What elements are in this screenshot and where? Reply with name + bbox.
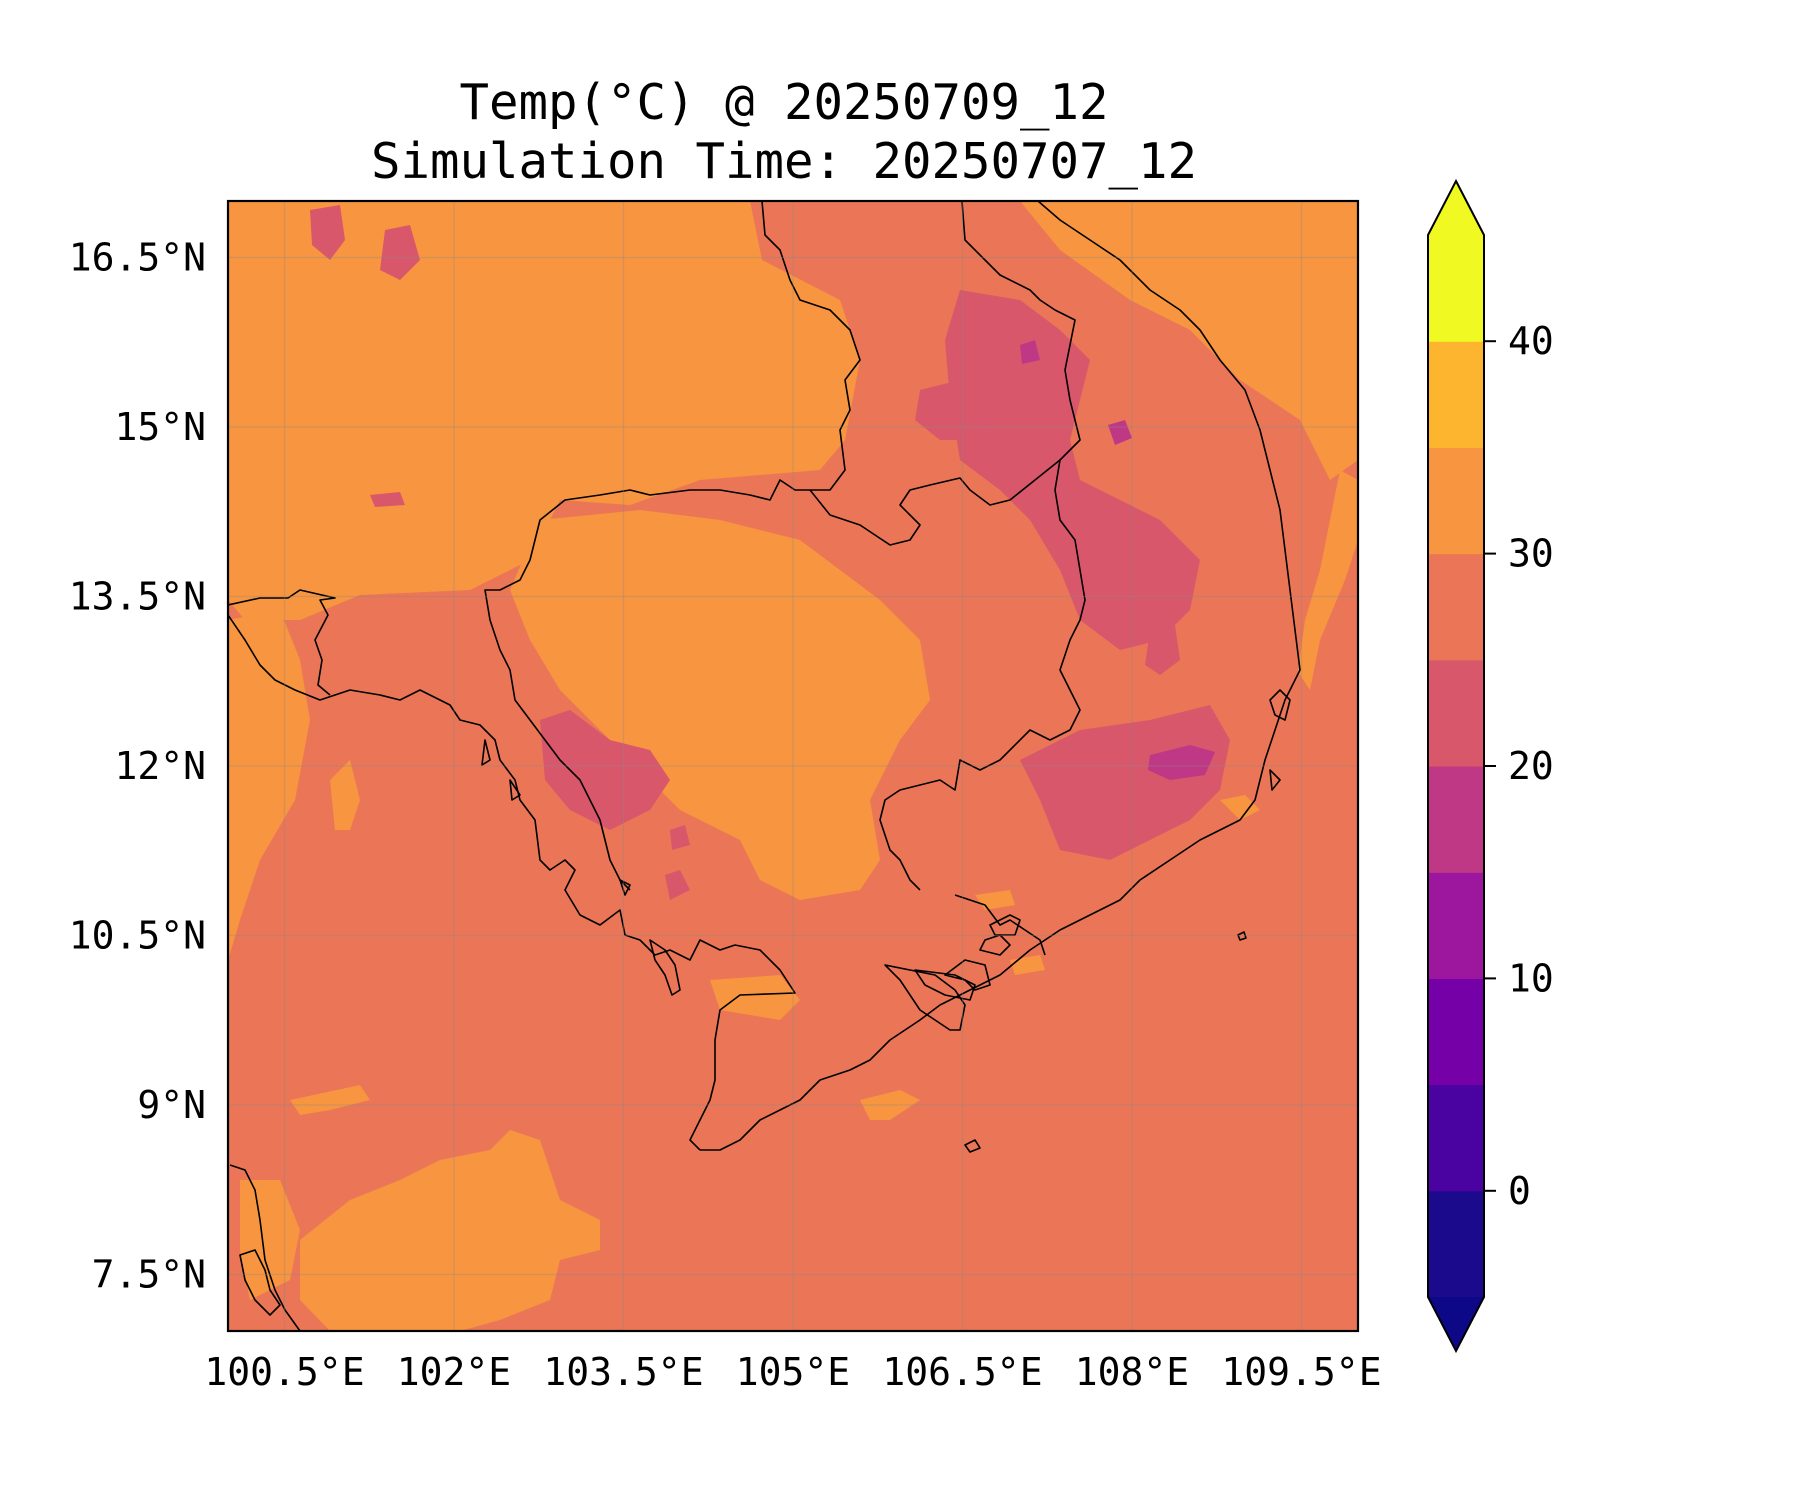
colorbar-segment (1428, 553, 1484, 661)
longitude-tick-labels: 100.5°E 102°E 103.5°E 105°E 106.5°E 108°E 109.… (204, 1350, 1381, 1394)
colorbar-segment (1428, 872, 1484, 979)
colorbar-tick-label: 20 (1508, 744, 1554, 788)
lon-tick-label: 108°E (1075, 1350, 1189, 1394)
colorbar-outline (1427, 178, 1485, 1354)
lat-tick-label: 9°N (137, 1083, 206, 1127)
colorbar-tick-label: 40 (1508, 319, 1554, 363)
contour-30-35 (228, 201, 1358, 1331)
lat-tick-label: 13.5°N (69, 575, 206, 619)
lat-tick-label: 16.5°N (69, 236, 206, 280)
colorbar-segment (1428, 235, 1484, 342)
temperature-field (228, 201, 1358, 1331)
lon-tick-label: 103.5°E (543, 1350, 703, 1394)
lon-tick-label: 106.5°E (882, 1350, 1042, 1394)
latitude-tick-labels: 16.5°N 15°N 13.5°N 12°N 10.5°N 9°N 7.5°N (69, 236, 206, 1297)
map-title-line-1: Temp(°C) @ 20250709_12 (459, 74, 1109, 131)
colorbar-segment (1428, 1084, 1484, 1192)
map-gridlines (228, 201, 1358, 1331)
lat-tick-label: 12°N (114, 744, 206, 788)
colorbar-over-arrow (1428, 181, 1484, 235)
map-frame (226, 199, 1360, 1333)
lat-tick-label: 15°N (114, 405, 206, 449)
lon-tick-label: 109.5°E (1221, 1350, 1381, 1394)
colorbar-segment (1428, 659, 1484, 767)
lat-tick-label: 7.5°N (92, 1253, 206, 1297)
coastlines-and-borders (228, 201, 1301, 1331)
colorbar-under-arrow (1428, 1297, 1484, 1351)
colorbar-segment (1428, 1190, 1484, 1298)
contour-20-25 (310, 205, 1230, 900)
map-title-line-2: Simulation Time: 20250707_12 (370, 133, 1197, 190)
colorbar: 0 10 20 30 40 (1427, 178, 1554, 1354)
colorbar-tick-label: 10 (1508, 956, 1554, 1000)
contour-15-20 (1020, 340, 1215, 780)
lon-tick-label: 105°E (736, 1350, 850, 1394)
colorbar-tick-label: 0 (1508, 1169, 1531, 1213)
colorbar-segment (1428, 766, 1484, 873)
lon-tick-label: 102°E (397, 1350, 511, 1394)
colorbar-segment (1428, 978, 1484, 1086)
colorbar-segment (1428, 341, 1484, 448)
lat-tick-label: 10.5°N (69, 914, 206, 958)
colorbar-segment (1428, 447, 1484, 555)
lon-tick-label: 100.5°E (204, 1350, 364, 1394)
colorbar-tick-label: 30 (1508, 532, 1554, 576)
